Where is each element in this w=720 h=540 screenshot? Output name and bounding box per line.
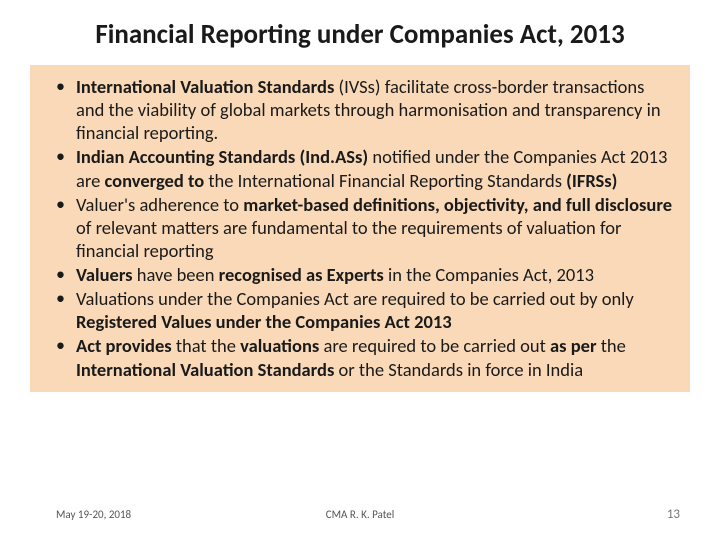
bullet-list: International Valuation Standards (IVSs)… xyxy=(50,75,672,381)
text-run: that the xyxy=(176,334,240,357)
text-run: Act provides xyxy=(76,334,176,357)
text-run: Indian Accounting Standards (Ind.ASs) xyxy=(76,145,368,168)
text-run: market-based definitions, objectivity, a… xyxy=(243,193,672,216)
text-run: are required to be carried out xyxy=(323,334,550,357)
bullet-item: Valuations under the Companies Act are r… xyxy=(50,287,672,333)
slide: Financial Reporting under Companies Act,… xyxy=(0,0,720,540)
bullet-item: Indian Accounting Standards (Ind.ASs) no… xyxy=(50,145,672,191)
slide-title: Financial Reporting under Companies Act,… xyxy=(30,18,690,51)
bullet-item: Act provides that the valuations are req… xyxy=(50,334,672,380)
page-number: 13 xyxy=(667,507,680,522)
bullet-item: Valuer's adherence to market-based defin… xyxy=(50,193,672,262)
bullet-item: International Valuation Standards (IVSs)… xyxy=(50,75,672,144)
text-run: have been xyxy=(137,263,219,286)
text-run: (IFRSs) xyxy=(566,169,617,192)
text-run: as per xyxy=(550,334,601,357)
text-run: Registered Values under the Companies Ac… xyxy=(76,310,452,333)
text-run: International Valuation Standards xyxy=(76,75,334,98)
text-run: converged to xyxy=(104,169,208,192)
text-run: recognised as Experts xyxy=(219,263,388,286)
text-run: Valuers xyxy=(76,263,137,286)
text-run: the International Financial Reporting St… xyxy=(208,169,566,192)
content-box: International Valuation Standards (IVSs)… xyxy=(30,65,690,392)
footer: May 19-20, 2018 CMA R. K. Patel 13 xyxy=(0,507,720,522)
text-run: Valuations under the Companies Act are r… xyxy=(76,287,634,310)
footer-date: May 19-20, 2018 xyxy=(56,508,131,521)
text-run: International Valuation Standards xyxy=(76,358,339,381)
text-run: in the Companies Act, 2013 xyxy=(388,263,594,286)
text-run: Valuer's adherence to xyxy=(76,193,243,216)
bullet-item: Valuers have been recognised as Experts … xyxy=(50,263,672,286)
text-run: of relevant matters are fundamental to t… xyxy=(76,216,621,262)
footer-author: CMA R. K. Patel xyxy=(326,508,395,521)
text-run: or the Standards in force in India xyxy=(339,358,584,381)
text-run: valuations xyxy=(240,334,323,357)
text-run: the xyxy=(601,334,626,357)
